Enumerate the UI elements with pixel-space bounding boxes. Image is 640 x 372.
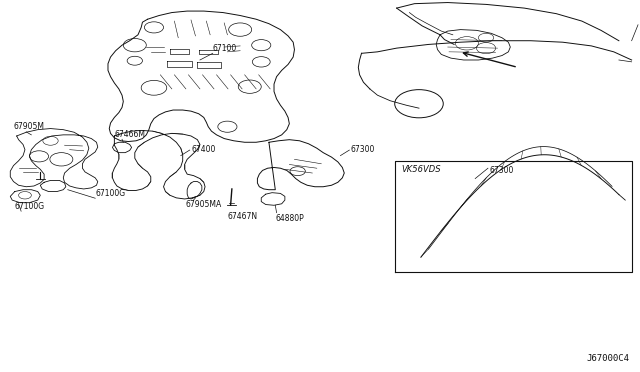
Text: 64880P: 64880P <box>275 214 304 223</box>
Text: 67100G: 67100G <box>15 202 45 211</box>
Text: 67400: 67400 <box>191 145 216 154</box>
Text: 67100G: 67100G <box>95 189 125 198</box>
Text: 67467N: 67467N <box>227 212 257 221</box>
Text: 67300: 67300 <box>490 166 515 175</box>
Text: 67905MA: 67905MA <box>186 200 222 209</box>
Text: 67466M: 67466M <box>115 129 145 138</box>
Text: J67000C4: J67000C4 <box>587 354 630 363</box>
Text: 67905M: 67905M <box>13 122 44 131</box>
Text: VK56VDS: VK56VDS <box>402 165 442 174</box>
Text: 67300: 67300 <box>351 145 375 154</box>
Text: 67100: 67100 <box>212 44 237 52</box>
